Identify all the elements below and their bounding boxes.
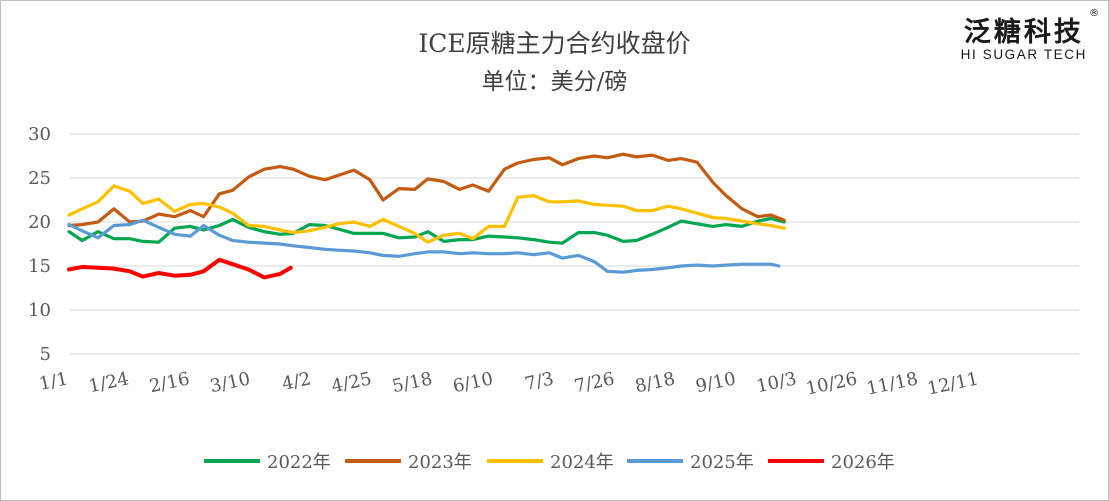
x-tick-label: 9/10 [694,368,738,397]
series-line [67,257,293,280]
legend-label: 2024年 [550,452,614,473]
x-tick-label: 1/1 [37,368,70,395]
series-line [67,184,786,244]
y-tick-label: 15 [28,256,51,277]
series-line [67,152,786,228]
legend: 2022年 2023年 2024年 2025年 2026年 [204,452,895,473]
y-tick-label: 20 [28,212,51,233]
chart-subtitle: 单位：美分/磅 [481,69,628,95]
x-tick-label: 3/10 [208,368,252,397]
series-lines [67,152,786,280]
x-tick-label: 7/3 [523,368,556,395]
registered-mark: ® [1089,8,1099,19]
x-tick-label: 4/25 [330,368,374,397]
x-tick-label: 8/18 [633,368,677,397]
series-line [67,218,781,274]
y-tick-label: 25 [28,168,51,189]
x-tick-label: 5/18 [390,368,434,397]
x-axis-ticks: 1/1 1/24 2/16 3/10 4/2 4/25 5/18 6/10 7/3 7/26 8/1… [37,368,980,399]
chart-title: ICE原糖主力合约收盘价 [418,29,691,58]
brand-logo: 泛糖科技 HI SUGAR TECH ® [960,8,1099,62]
y-tick-label: 10 [28,300,51,321]
gridlines [69,133,1079,355]
y-tick-label: 30 [28,124,51,145]
legend-label: 2022年 [267,452,331,473]
legend-label: 2025年 [690,452,754,473]
legend-label: 2023年 [408,452,472,473]
x-tick-label: 10/3 [755,368,799,397]
legend-label: 2026年 [831,452,895,473]
x-tick-label: 10/26 [804,368,859,399]
y-tick-label: 5 [40,344,51,365]
y-axis-ticks: 5 10 15 20 25 30 [28,124,51,365]
x-tick-label: 7/26 [572,368,616,397]
x-tick-label: 12/11 [925,368,980,399]
series-line [67,216,786,245]
x-tick-label: 11/18 [865,368,920,399]
x-tick-label: 4/2 [280,368,313,395]
x-tick-label: 6/10 [451,368,495,397]
x-tick-label: 2/16 [148,368,192,397]
x-tick-label: 1/24 [87,368,131,397]
logo-english-text: HI SUGAR TECH [960,47,1087,62]
logo-chinese-text: 泛糖科技 [963,17,1084,48]
